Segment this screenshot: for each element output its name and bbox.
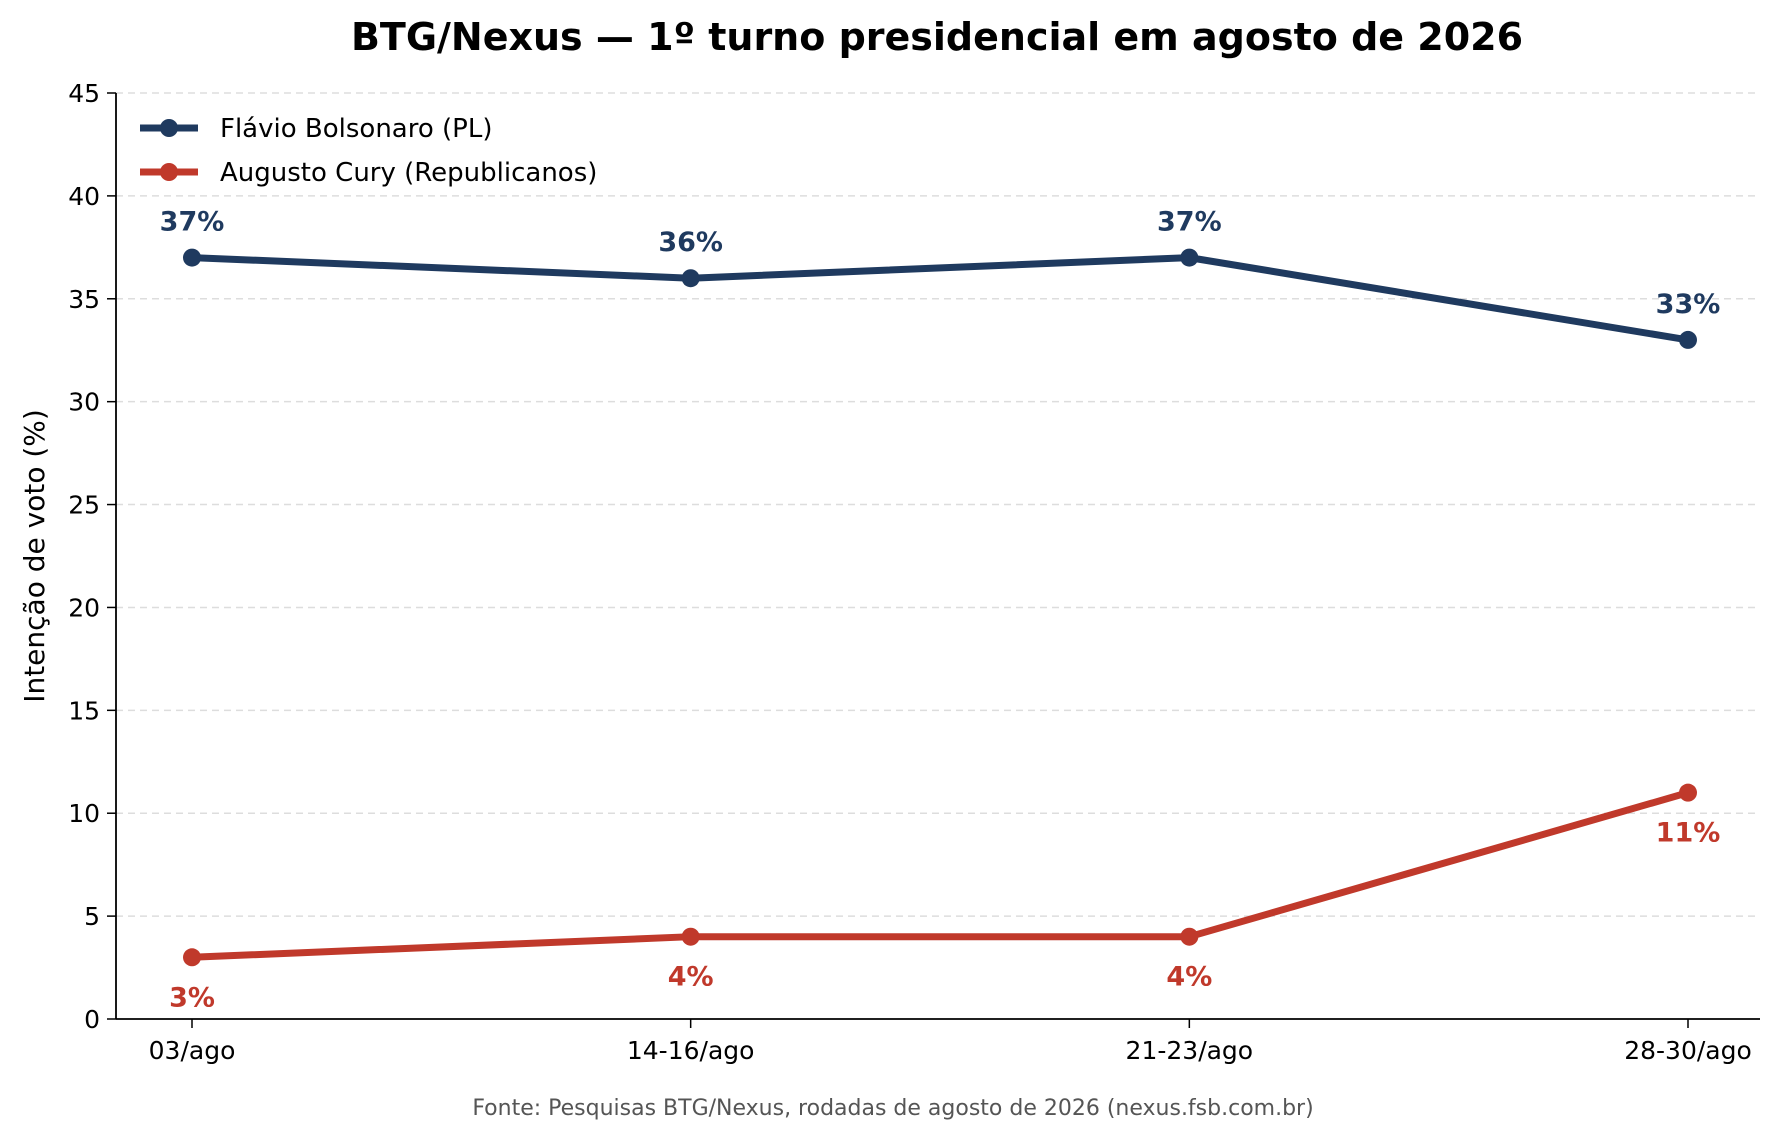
legend-label: Augusto Cury (Republicanos) [220, 158, 597, 188]
data-label: 4% [1166, 962, 1212, 993]
y-tick-label: 0 [84, 1005, 100, 1034]
y-tick-label: 15 [68, 696, 100, 725]
data-point [183, 948, 201, 967]
x-tick-label: 14-16/ago [627, 1036, 755, 1065]
data-label: 36% [658, 227, 723, 258]
y-tick-label: 45 [68, 79, 100, 108]
legend-marker [160, 119, 178, 137]
legend-marker [160, 163, 178, 181]
data-point [681, 927, 700, 946]
y-tick-label: 25 [68, 491, 100, 520]
chart-title: BTG/Nexus — 1º turno presidencial em ago… [351, 15, 1523, 59]
source-note: Fonte: Pesquisas BTG/Nexus, rodadas de a… [472, 1096, 1313, 1121]
data-label: 37% [1157, 207, 1222, 238]
y-tick-label: 20 [68, 593, 100, 622]
x-tick-label: 21-23/ago [1126, 1036, 1254, 1065]
data-point [681, 269, 700, 288]
data-point [183, 248, 201, 267]
data-label: 33% [1656, 289, 1721, 320]
series-line [188, 789, 1692, 961]
x-tick-label: 28-30/ago [1624, 1036, 1752, 1065]
data-point [1180, 927, 1199, 946]
gridlines [116, 92, 1760, 917]
data-label: 4% [668, 962, 714, 993]
axes: 0 5 10 15 20 25 30 35 40 45 03/ago 14-16/ago 21-23/a… [68, 79, 1760, 1065]
data-label: 3% [169, 982, 215, 1013]
y-tick-label: 35 [68, 285, 100, 314]
data-point [1679, 330, 1697, 349]
data-label: 11% [1656, 818, 1721, 849]
y-tick-label: 10 [68, 799, 100, 828]
y-axis-label: Intenção de voto (%) [18, 409, 51, 703]
legend-label: Flávio Bolsonaro (PL) [220, 114, 492, 144]
data-point [1679, 783, 1697, 802]
data-label: 37% [160, 207, 225, 238]
y-tick-label: 5 [84, 902, 100, 931]
x-tick-label: 03/ago [149, 1036, 236, 1065]
legend: Flávio Bolsonaro (PL) Augusto Cury (Repub… [140, 114, 597, 188]
data-point [1180, 248, 1199, 267]
data-labels: 37% 36% 37% 33% 3% 4% 4% 11% [160, 207, 1721, 1014]
series-line [188, 254, 1692, 344]
y-tick-label: 40 [68, 182, 100, 211]
y-tick-label: 30 [68, 388, 100, 417]
series [183, 248, 1697, 967]
